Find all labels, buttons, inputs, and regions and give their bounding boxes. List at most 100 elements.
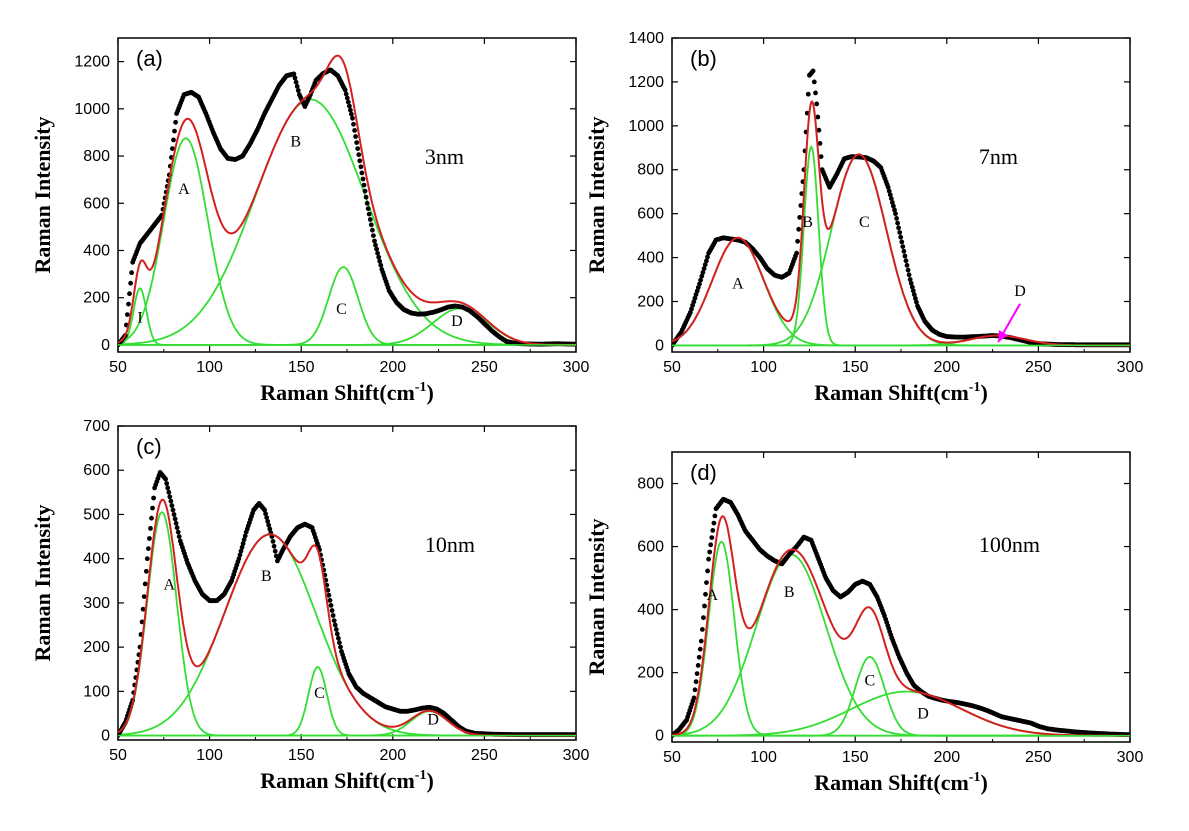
x-tick-label: 200	[933, 749, 960, 766]
data-point	[237, 552, 243, 558]
data-point	[142, 581, 148, 587]
peak-label-B: B	[802, 214, 813, 231]
y-tick-label: 0	[655, 337, 664, 354]
data-point	[337, 640, 342, 646]
data-point	[712, 513, 718, 519]
data-point	[886, 188, 892, 194]
data-point	[343, 91, 349, 97]
data-point	[174, 525, 180, 531]
data-point	[700, 627, 705, 632]
panel-label: (d)	[690, 460, 717, 485]
y-tick-label: 0	[655, 728, 664, 745]
x-tick-label: 100	[196, 747, 223, 764]
x-axis-title-sup: -1	[969, 380, 981, 395]
data-point	[334, 631, 340, 637]
data-point	[267, 526, 273, 532]
y-tick-label: 500	[83, 506, 110, 523]
panel-c-10nm: 50 100 150 200 250 300 0 100 200 300 400 500 600 700 A…	[30, 418, 589, 793]
data-point	[701, 615, 706, 621]
data-point	[270, 539, 276, 544]
data-point	[798, 203, 804, 208]
data-point	[128, 280, 134, 286]
data-point	[370, 227, 375, 233]
data-point	[704, 258, 709, 264]
particle-size-label: 7nm	[979, 144, 1018, 169]
data-point	[903, 258, 909, 264]
data-point	[694, 288, 700, 294]
data-point	[141, 594, 147, 599]
fit-curve	[672, 515, 1130, 737]
data-point	[698, 638, 704, 644]
data-point	[350, 115, 355, 121]
peak-label-A: A	[732, 275, 744, 292]
data-point	[357, 158, 363, 164]
y-tick-label: 200	[637, 293, 664, 310]
data-point	[338, 644, 343, 650]
data-point	[126, 301, 131, 307]
plot-area	[118, 54, 576, 348]
x-tick-label: 300	[1117, 359, 1144, 376]
y-tick-label: 0	[101, 728, 110, 745]
x-axis-title-close: )	[426, 380, 433, 405]
data-point	[333, 627, 339, 632]
data-point	[911, 292, 917, 297]
peak-label-D: D	[427, 712, 439, 729]
data-point	[328, 603, 334, 608]
y-tick-label: 800	[83, 148, 110, 165]
x-tick-label: 300	[1117, 749, 1144, 766]
plot-frame	[671, 451, 1131, 743]
data-point	[709, 535, 715, 540]
x-tick-label: 300	[563, 359, 590, 376]
data-point	[907, 277, 913, 282]
data-point	[815, 114, 821, 120]
data-point	[348, 107, 353, 113]
data-point	[266, 522, 272, 528]
x-axis-title: Raman Shift(cm-1)	[814, 380, 988, 405]
particle-size-label: 3nm	[425, 144, 464, 169]
y-axis-title: Raman Intensity	[584, 518, 609, 675]
data-point	[694, 671, 700, 676]
data-point	[691, 299, 697, 305]
y-tick-label: 1000	[74, 101, 110, 118]
data-point	[359, 170, 365, 176]
data-point	[367, 217, 373, 222]
plot-frame	[117, 425, 577, 741]
plot-area	[118, 470, 576, 738]
data-point	[175, 529, 181, 535]
y-tick-label: 600	[83, 195, 110, 212]
data-point	[263, 511, 268, 517]
data-point	[127, 291, 132, 297]
x-tick-label: 300	[563, 747, 590, 764]
y-tick-label: 700	[83, 418, 110, 435]
y-tick-label: 100	[83, 683, 110, 700]
peak-label-C: C	[314, 685, 325, 702]
peak-label-C: C	[859, 214, 870, 231]
data-point	[885, 184, 891, 190]
data-point	[164, 481, 170, 486]
x-axis-title-text: Raman Shift(cm	[814, 380, 969, 405]
data-point	[272, 548, 278, 554]
data-point	[358, 164, 364, 170]
peak-label-D: D	[917, 705, 929, 722]
data-point	[325, 587, 331, 593]
data-point	[887, 192, 893, 198]
data-point	[149, 515, 154, 521]
x-tick-label: 250	[471, 359, 498, 376]
component-peak-B	[672, 553, 1130, 737]
data-point	[171, 137, 176, 143]
x-tick-label: 150	[842, 359, 869, 376]
data-point	[349, 111, 354, 117]
data-point	[327, 598, 333, 603]
data-point	[344, 95, 350, 101]
y-tick-label: 400	[637, 602, 664, 619]
y-tick-label: 600	[637, 539, 664, 556]
data-point	[166, 489, 172, 495]
data-point	[147, 536, 152, 541]
peak-label-B: B	[261, 568, 272, 585]
data-point	[326, 592, 332, 598]
y-tick-label: 600	[83, 462, 110, 479]
peak-label-B: B	[784, 584, 795, 601]
data-point	[331, 618, 337, 623]
data-point	[140, 606, 146, 612]
